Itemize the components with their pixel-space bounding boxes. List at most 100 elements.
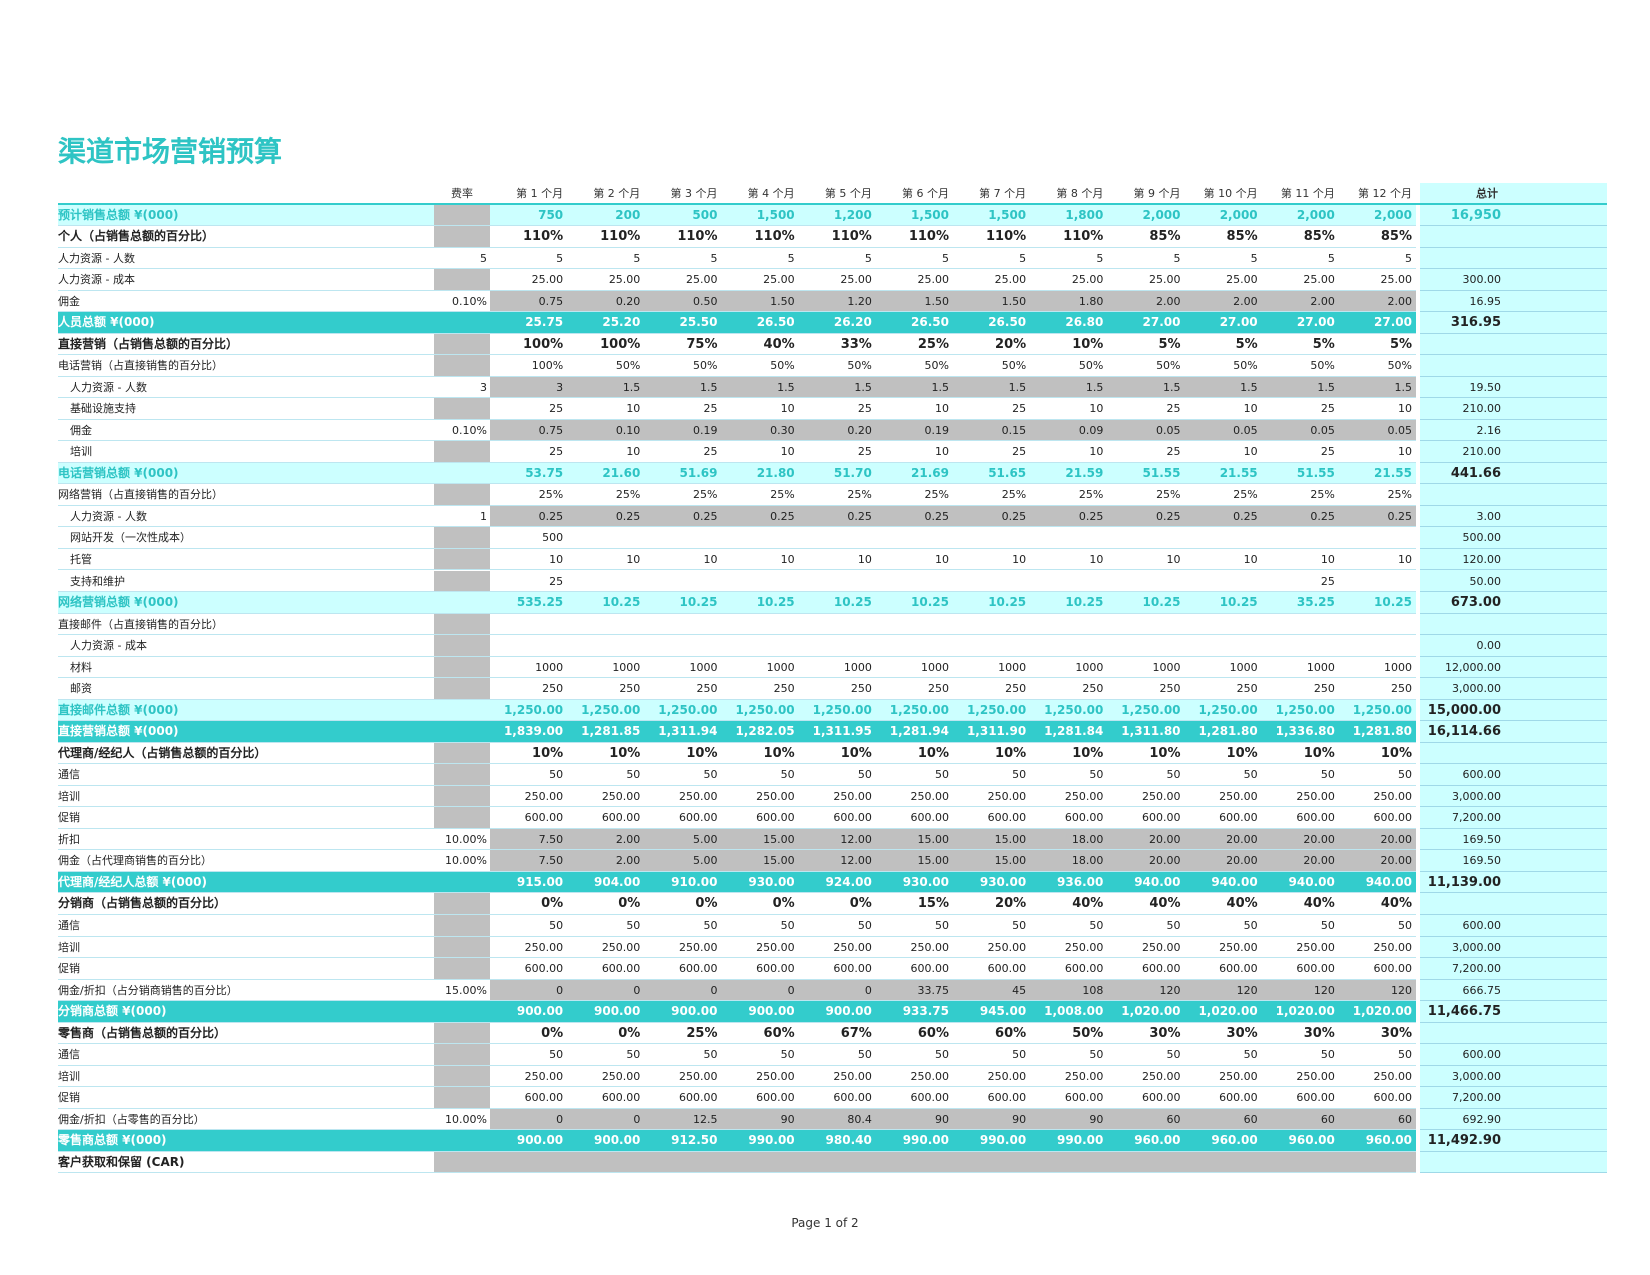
- month-header: 第 2 个月: [593, 187, 641, 200]
- value-cell: 1.5: [1008, 380, 1027, 394]
- value-cell: 10: [1398, 445, 1413, 459]
- value-cell: 20.00: [1380, 854, 1413, 868]
- value-cell: 25: [1012, 402, 1027, 416]
- value-cell: 20.00: [1226, 832, 1258, 846]
- row-label: 佣金/折扣（占分销商销售的百分比）: [58, 983, 238, 997]
- value-cell: 15%: [917, 896, 949, 912]
- value-cell: 900.00: [594, 1133, 641, 1148]
- value-cell: 5: [942, 251, 949, 265]
- value-cell: 924.00: [825, 874, 872, 889]
- value-cell: 750: [538, 207, 564, 222]
- value-cell: 250: [1236, 682, 1258, 696]
- value-cell: 250.00: [1373, 940, 1413, 954]
- value-cell: 535.25: [516, 595, 564, 610]
- value-cell: 67%: [840, 1025, 872, 1041]
- value-cell: 20.00: [1303, 854, 1335, 868]
- total-cell-border: [1420, 334, 1607, 356]
- value-cell: 50: [1398, 768, 1413, 782]
- value-cell: 1,250.00: [735, 702, 795, 717]
- value-cell: 50: [626, 1048, 641, 1062]
- total-cell-border: [1420, 1044, 1607, 1066]
- value-cell: 0.50: [692, 294, 718, 308]
- value-cell: 50: [1320, 918, 1335, 932]
- value-cell: 600.00: [601, 1091, 641, 1105]
- value-cell: 21.69: [911, 465, 949, 480]
- value-cell: 250: [696, 682, 718, 696]
- total-cell-border: [1420, 721, 1607, 743]
- total-cell: 3,000.00: [1452, 682, 1501, 696]
- value-cell: 250: [1005, 682, 1027, 696]
- value-cell: 250: [1159, 682, 1181, 696]
- value-cell: 600.00: [524, 811, 564, 825]
- value-cell: 15.00: [917, 854, 950, 868]
- value-cell: 250: [619, 682, 641, 696]
- value-cell: 1,250.00: [889, 702, 949, 717]
- value-cell: 110%: [908, 229, 949, 245]
- total-cell: 7,200.00: [1452, 811, 1501, 825]
- value-cell: 25.75: [525, 315, 564, 330]
- value-cell: 600.00: [833, 1091, 872, 1105]
- value-cell: 50: [780, 1048, 795, 1062]
- value-cell: 250.00: [601, 940, 641, 954]
- value-cell: 50: [1089, 1048, 1104, 1062]
- value-cell: 500: [692, 207, 718, 222]
- row-band: [58, 958, 1417, 980]
- value-cell: 15.00: [994, 832, 1027, 846]
- value-cell: 600.00: [910, 962, 950, 976]
- value-cell: 250: [1313, 682, 1335, 696]
- total-cell: 210.00: [1462, 402, 1502, 416]
- value-cell: 50: [703, 1048, 718, 1062]
- value-cell: 250.00: [756, 1069, 795, 1083]
- value-cell: 5: [1405, 251, 1413, 265]
- value-cell: 110%: [831, 229, 872, 245]
- value-cell: 90: [1012, 1112, 1027, 1126]
- value-cell: 50%: [1001, 359, 1027, 373]
- row-band: [58, 226, 1417, 248]
- value-cell: 960.00: [1134, 1133, 1181, 1148]
- value-cell: 600.00: [910, 1091, 950, 1105]
- value-cell: 600.00: [1142, 962, 1181, 976]
- row-label: 分销商（占销售总额的百分比）: [58, 896, 227, 911]
- value-cell: 0.25: [1233, 509, 1258, 523]
- value-cell: 10%: [763, 745, 795, 761]
- value-cell: 500: [542, 531, 564, 545]
- row-label: 佣金: [70, 423, 92, 437]
- total-cell-border: [1420, 764, 1607, 786]
- total-cell-border: [1420, 398, 1607, 420]
- value-cell: 25.00: [763, 273, 795, 287]
- value-cell: 10: [1243, 552, 1258, 566]
- value-cell: 50%: [615, 359, 641, 373]
- value-cell: 25.00: [994, 273, 1027, 287]
- value-cell: 250.00: [1142, 940, 1181, 954]
- rate-cell: 1: [480, 509, 487, 523]
- value-cell: 53.75: [525, 465, 564, 480]
- value-cell: 250.00: [1296, 789, 1335, 803]
- value-cell: 1,500: [756, 207, 795, 222]
- value-cell: 900.00: [825, 1004, 872, 1019]
- value-cell: 250.00: [910, 789, 950, 803]
- value-cell: 250.00: [1296, 1069, 1335, 1083]
- row-label: 直接营销总额 ¥(000): [58, 724, 179, 739]
- rate-shade: [434, 1022, 490, 1044]
- value-cell: 1000: [612, 660, 641, 674]
- value-cell: 10.25: [988, 595, 1027, 610]
- value-cell: 7.50: [538, 832, 564, 846]
- value-cell: 85%: [1226, 229, 1258, 245]
- total-cell-border: [1420, 291, 1607, 313]
- value-cell: 0.05: [1233, 423, 1258, 437]
- total-cell-border: [1420, 506, 1607, 528]
- row-label: 人员总额 ¥(000): [58, 315, 155, 330]
- value-cell: 50: [857, 768, 872, 782]
- total-cell-border: [1420, 1023, 1607, 1045]
- total-cell-border: [1420, 1001, 1607, 1023]
- total-cell: 500.00: [1462, 531, 1502, 545]
- value-cell: 945.00: [979, 1004, 1027, 1019]
- value-cell: 600.00: [601, 811, 641, 825]
- month-header: 第 7 个月: [979, 187, 1027, 200]
- value-cell: 0.09: [1078, 423, 1104, 437]
- value-cell: 25.50: [679, 315, 718, 330]
- value-cell: 10: [626, 552, 641, 566]
- value-cell: 1,500: [911, 207, 949, 222]
- value-cell: 26.50: [911, 315, 949, 330]
- row-band: [58, 807, 1417, 829]
